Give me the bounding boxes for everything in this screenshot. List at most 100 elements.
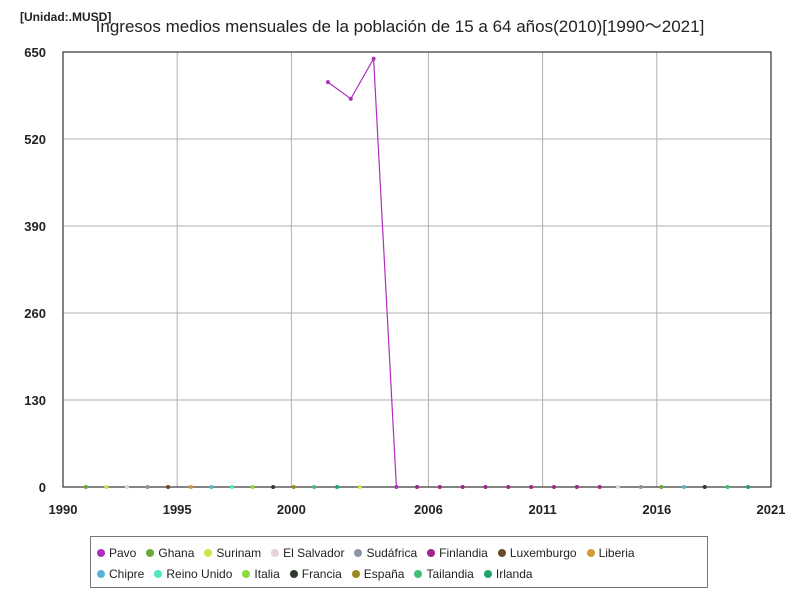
x-tick-label: 2000 [277, 502, 306, 517]
series-liberia [188, 485, 193, 489]
series-luxemburgo [166, 485, 171, 489]
legend-label: Italia [254, 566, 280, 581]
data-point [529, 485, 534, 489]
legend-marker [242, 569, 251, 578]
legend-marker [586, 548, 595, 557]
chart-title: Ingresos medios mensuales de la població… [95, 17, 705, 36]
x-tick-label: 2006 [414, 502, 443, 517]
legend-marker [146, 548, 155, 557]
y-tick-label: 650 [24, 45, 46, 60]
data-point [145, 485, 150, 489]
data-point [312, 485, 317, 489]
y-axis-ticks: 0 130 260 390 520 650 [24, 45, 46, 495]
y-tick-label: 390 [24, 219, 46, 234]
series-surinam [104, 485, 362, 489]
data-point [437, 485, 442, 489]
x-tick-label: 2011 [529, 502, 557, 517]
legend-item: Chipre [97, 563, 144, 584]
legend-label: Francia [301, 566, 342, 581]
legend-label: Pavo [109, 545, 137, 560]
legend-marker [497, 548, 506, 557]
data-point [506, 485, 511, 489]
data-point [415, 485, 419, 489]
legend-label: Ghana [158, 545, 195, 560]
series-reino-unido [230, 485, 235, 489]
legend-item: Irlanda [483, 563, 533, 584]
legend-label: Reino Unido [166, 566, 233, 581]
legend-marker [271, 548, 280, 557]
data-point [682, 485, 687, 489]
x-tick-label: 2021 [757, 502, 786, 517]
legend-item: Finlandia [427, 542, 488, 563]
plot-area-frame [62, 51, 772, 488]
legend-label: Tailandia [426, 566, 474, 581]
data-point [335, 485, 340, 489]
legend-item: Surinam [204, 542, 261, 563]
data-point [230, 485, 235, 489]
series-layer [83, 56, 751, 489]
data-point [188, 485, 193, 489]
data-point [291, 485, 296, 489]
legend-label: Chipre [109, 566, 145, 581]
data-point [638, 485, 643, 489]
series-francia [271, 485, 707, 489]
legend-marker [289, 569, 298, 578]
grid-lines [62, 51, 772, 488]
legend-label: Sudáfrica [366, 545, 418, 560]
data-point [574, 485, 579, 489]
legend-item: Tailandia [414, 563, 474, 584]
legend-item: El Salvador [271, 542, 344, 563]
data-point [483, 485, 488, 489]
x-tick-label: 1990 [49, 502, 78, 517]
series-irlanda [335, 485, 751, 489]
unit-label: [Unidad:.MUSD] [20, 10, 112, 24]
data-point [209, 485, 214, 489]
legend-item: Italia [242, 563, 280, 584]
legend-marker [354, 548, 363, 557]
series-sudáfrica [145, 485, 643, 489]
series-el-salvador [124, 485, 620, 489]
legend-item: España [351, 563, 405, 584]
legend-label: El Salvador [283, 545, 345, 560]
legend-marker [427, 548, 436, 557]
y-tick-label: 260 [24, 306, 46, 321]
data-point [124, 485, 129, 489]
data-point [348, 96, 353, 101]
legend-label: España [363, 566, 405, 581]
series-españa [291, 485, 296, 489]
legend-marker [97, 548, 105, 557]
data-point [552, 485, 557, 489]
legend-item: Sudáfrica [354, 542, 417, 563]
data-point [325, 80, 330, 85]
data-point [83, 485, 88, 489]
legend-item: Liberia [586, 542, 635, 563]
data-point [250, 485, 255, 489]
series-line [327, 56, 397, 488]
data-point [271, 485, 276, 489]
data-point [725, 485, 730, 489]
series-ghana [83, 485, 664, 489]
legend-item: Ghana [146, 542, 194, 563]
legend-label: Luxemburgo [509, 545, 577, 560]
legend-marker [154, 569, 163, 578]
legend: Pavo Ghana Surinam El Salvador Sudáfrica Finl… [90, 536, 708, 588]
y-tick-label: 520 [24, 132, 46, 147]
data-point [394, 485, 399, 489]
y-tick-label: 130 [24, 393, 46, 408]
data-point [746, 485, 751, 489]
data-point [371, 56, 376, 61]
legend-marker [97, 569, 105, 578]
series-finlandia [415, 485, 602, 489]
legend-marker [204, 548, 213, 557]
y-tick-label: 0 [39, 480, 46, 495]
legend-item: Luxemburgo [497, 542, 577, 563]
legend-item: Pavo [97, 542, 136, 563]
legend-marker [483, 569, 492, 578]
legend-item: Reino Unido [154, 563, 232, 584]
series-italia [250, 485, 255, 489]
line-chart: 1990 1995 2000 2006 2011 2016 2021 0 130 260 390 5… [24, 45, 786, 517]
data-point [460, 485, 465, 489]
series-tailandia [312, 485, 730, 489]
data-point [702, 485, 707, 489]
legend-item: Francia [289, 563, 342, 584]
